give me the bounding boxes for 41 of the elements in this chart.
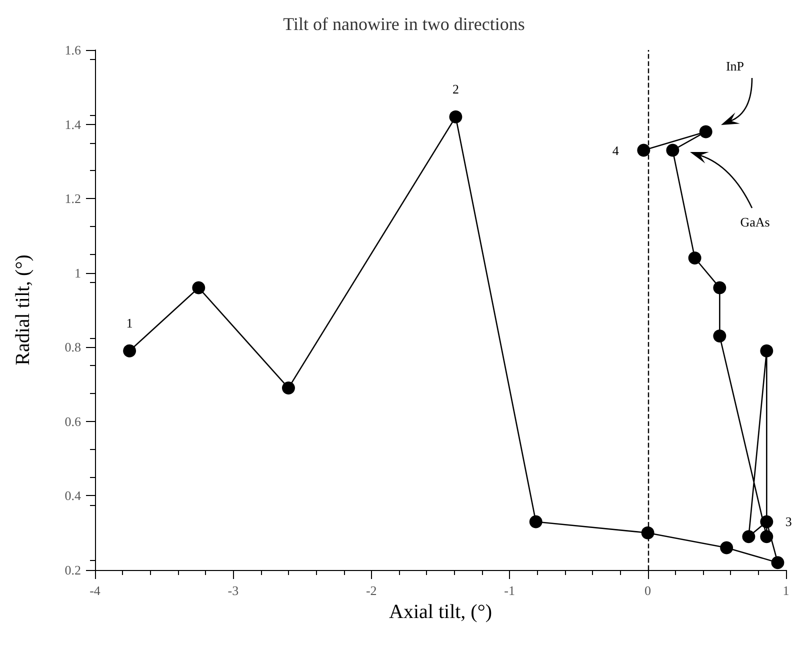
x-axis-title: Axial tilt, (°): [389, 601, 492, 623]
point: [699, 125, 712, 138]
y-tick-label: 1.2: [64, 191, 81, 206]
point: [760, 344, 774, 358]
y-tick-label: 0.2: [64, 562, 81, 578]
annotation: 3: [785, 514, 792, 530]
point: [637, 144, 650, 157]
point: [760, 515, 774, 528]
annotation: GaAs: [740, 214, 770, 230]
point: [192, 281, 206, 294]
y-tick-label: 1.6: [64, 42, 82, 58]
point: [742, 530, 756, 544]
y-tick-label: 0.4: [64, 488, 82, 504]
annotation: 4: [612, 142, 620, 158]
y-tick-label: 0.8: [64, 340, 81, 355]
x-tick-label: -1: [504, 583, 516, 598]
x-tick-label: 0: [644, 583, 652, 598]
point: [688, 252, 702, 264]
chart-title: Tilt of nanowire in two directions: [283, 14, 525, 34]
point: [282, 382, 295, 394]
y-axis-title: Radial tilt, (°): [12, 254, 34, 366]
point: [449, 110, 462, 124]
point: [771, 556, 784, 570]
x-tick-label: -2: [366, 583, 377, 598]
annotation: 1: [126, 315, 133, 330]
x-tick-label: 1: [782, 583, 790, 598]
annotation: InP: [726, 58, 744, 74]
y-tick-label: 1: [74, 265, 81, 280]
point: [641, 526, 654, 540]
point: [713, 330, 726, 342]
x-tick-label: -4: [90, 583, 101, 598]
point: [123, 344, 136, 358]
point: [713, 281, 726, 294]
y-tick-label: 1.4: [64, 116, 82, 132]
annotation: 2: [452, 81, 459, 96]
point: [666, 144, 680, 157]
point: [760, 530, 774, 544]
x-tick-label: -3: [228, 583, 239, 598]
point: [720, 541, 734, 554]
y-tick-label: 0.6: [64, 414, 82, 429]
point: [529, 515, 542, 528]
